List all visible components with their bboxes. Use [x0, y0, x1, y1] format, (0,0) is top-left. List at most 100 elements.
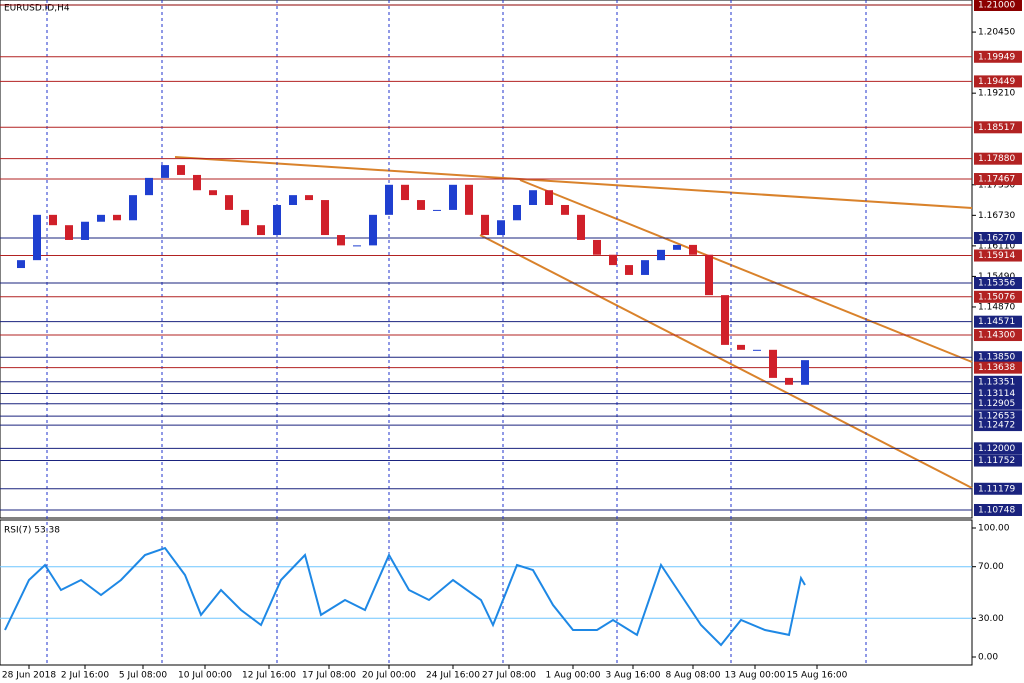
candle-body	[129, 195, 137, 221]
candle-body	[609, 254, 617, 266]
candle-body	[257, 225, 265, 236]
candle-body	[65, 225, 73, 240]
candle-body	[657, 249, 665, 261]
candle-body	[465, 184, 473, 215]
level-label-box	[974, 397, 1022, 410]
x-tick-label: 2 Jul 16:00	[61, 671, 110, 681]
candle-body	[785, 377, 793, 385]
level-label-box	[974, 361, 1022, 374]
level-label: 1.15356	[978, 279, 1015, 289]
candle-body	[753, 349, 761, 351]
candle-body	[705, 254, 713, 296]
candle-body	[721, 295, 729, 345]
level-label: 1.13850	[978, 353, 1015, 363]
candle-body	[401, 184, 409, 201]
candle-body	[641, 260, 649, 275]
level-label: 1.16270	[978, 233, 1015, 243]
candle-body	[337, 235, 345, 246]
y-tick-label: 30.00	[978, 614, 1004, 624]
level-label-box	[974, 315, 1022, 328]
x-tick-label: 3 Aug 16:00	[606, 671, 661, 681]
candle-body	[289, 195, 297, 205]
level-label: 1.10748	[978, 506, 1015, 516]
level-label-box	[974, 419, 1022, 432]
rsi-title: RSI(7) 53.38	[4, 526, 60, 536]
level-label: 1.11752	[978, 456, 1015, 466]
candle-body	[513, 204, 521, 221]
candle-body	[625, 265, 633, 275]
price-panel	[0, 0, 973, 519]
candle-body	[241, 209, 249, 226]
candle-body	[177, 165, 185, 175]
candle-body	[529, 190, 537, 205]
level-label: 1.19949	[978, 52, 1015, 62]
y-tick-label: 1.19210	[978, 89, 1015, 99]
candle-body	[593, 239, 601, 255]
level-label-box	[974, 504, 1022, 516]
level-label-box	[974, 249, 1022, 262]
level-label-box	[974, 482, 1022, 495]
candle-body	[449, 184, 457, 210]
x-tick-label: 12 Jul 16:00	[242, 671, 296, 681]
level-label: 1.14571	[978, 317, 1015, 327]
y-tick-label: 1.15490	[978, 272, 1015, 282]
level-label-box	[974, 75, 1022, 88]
candle-body	[369, 214, 377, 246]
candle-body	[305, 195, 313, 201]
x-tick-label: 24 Jul 16:00	[426, 671, 480, 681]
y-tick-label: 70.00	[978, 562, 1004, 572]
level-label-box	[974, 375, 1022, 388]
candle-body	[385, 184, 393, 215]
level-label: 1.12000	[978, 444, 1015, 454]
candle-body	[33, 214, 41, 261]
candle-body	[113, 214, 121, 221]
x-tick-label: 13 Aug 00:00	[725, 671, 786, 681]
candle-body	[17, 260, 25, 269]
level-label-box	[974, 173, 1022, 186]
candle-body	[769, 349, 777, 378]
candle-body	[273, 204, 281, 236]
x-tick-label: 10 Jul 00:00	[178, 671, 232, 681]
x-tick-label: 1 Aug 00:00	[546, 671, 601, 681]
y-tick-label: 1.16110	[978, 241, 1015, 251]
y-tick-label: 1.20450	[978, 28, 1015, 38]
candle-body	[321, 200, 329, 236]
y-tick-label: 0.00	[978, 653, 998, 663]
level-label-box	[974, 277, 1022, 290]
level-label: 1.15076	[978, 292, 1015, 302]
y-tick-label: 1.17350	[978, 180, 1015, 190]
trend-lines	[174, 156, 973, 489]
x-tick-label: 28 Jun 2018	[2, 671, 56, 681]
level-label-box	[974, 329, 1022, 342]
candle-body	[689, 244, 697, 255]
level-label-box	[974, 290, 1022, 303]
candle-body	[417, 200, 425, 210]
rsi-panel	[0, 519, 973, 666]
candle-body	[49, 214, 57, 226]
level-label: 1.11179	[978, 484, 1015, 494]
candle-body	[737, 344, 745, 350]
candle-body	[561, 204, 569, 215]
level-label: 1.17467	[978, 175, 1015, 185]
candle-body	[193, 174, 201, 191]
level-label: 1.19449	[978, 77, 1015, 87]
level-label-box	[974, 121, 1022, 134]
level-label-box	[974, 387, 1022, 400]
candle-body	[81, 221, 89, 240]
y-tick-label: 1.14870	[978, 302, 1015, 312]
candle-body	[801, 360, 809, 385]
y-tick-label: 1.16730	[978, 211, 1015, 221]
level-label-box	[974, 50, 1022, 63]
level-label: 1.12472	[978, 421, 1015, 431]
level-label-box	[974, 152, 1022, 165]
level-label: 1.15914	[978, 251, 1015, 261]
level-label: 1.21000	[978, 1, 1015, 11]
y-tick-label: 100.00	[978, 524, 1010, 534]
candle-body	[225, 195, 233, 210]
level-label: 1.14300	[978, 331, 1015, 341]
level-label-box	[974, 351, 1022, 364]
level-label: 1.13351	[978, 377, 1015, 387]
level-label-box	[974, 442, 1022, 455]
candle-body	[433, 209, 441, 211]
